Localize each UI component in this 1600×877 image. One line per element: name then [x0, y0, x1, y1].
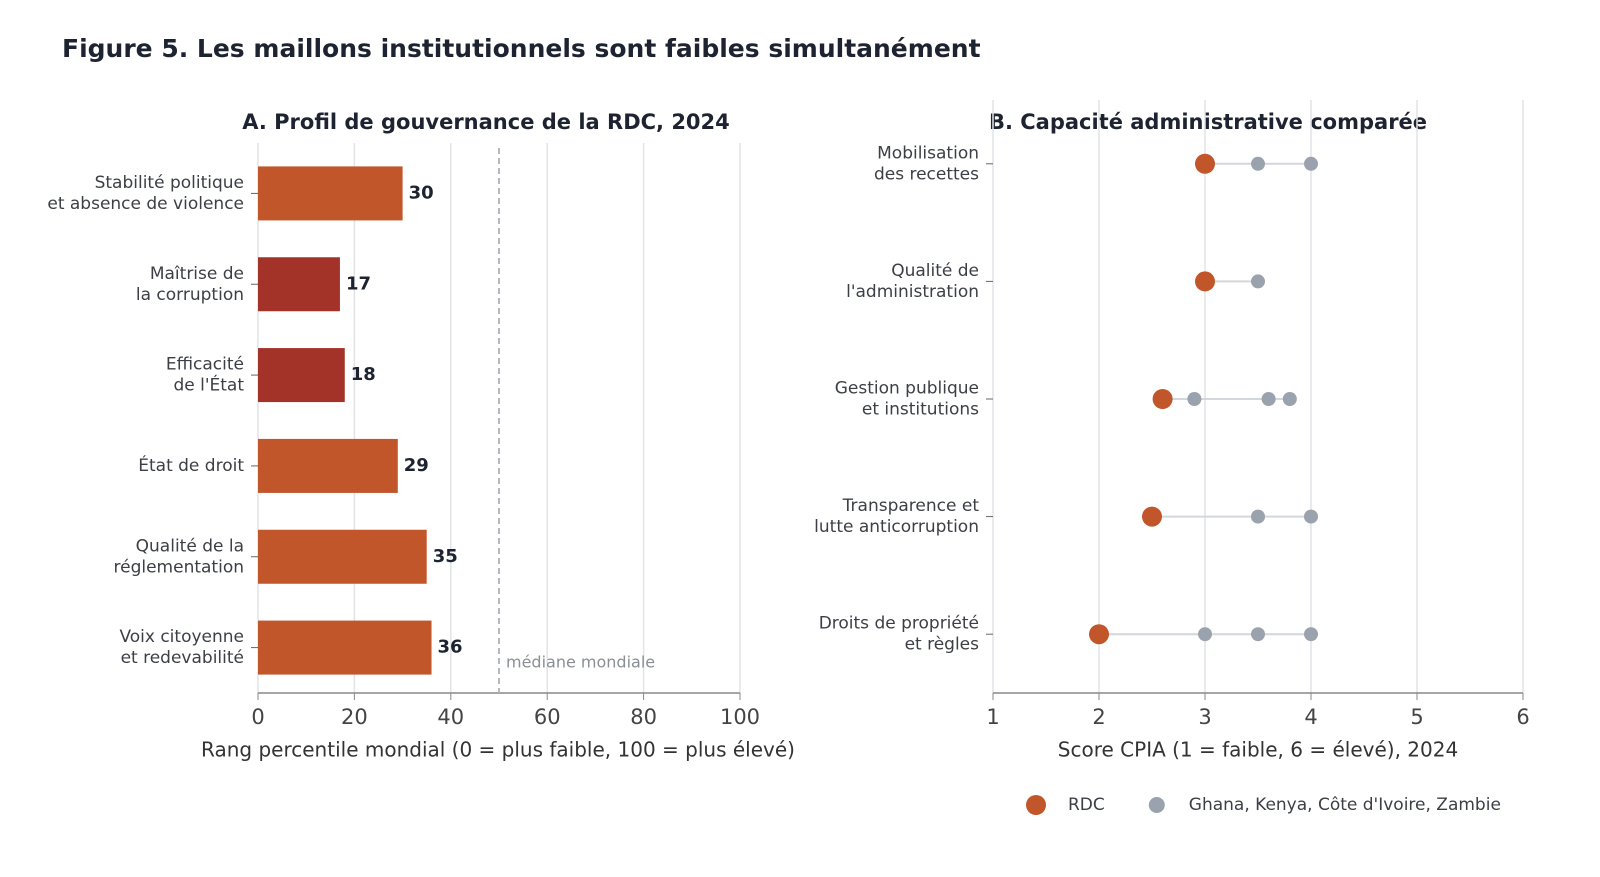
- x-tick-label: 40: [437, 705, 464, 729]
- category-label: Qualité de la réglementation: [114, 536, 245, 577]
- category-label: État de droit: [138, 454, 244, 476]
- dot: [1261, 392, 1276, 406]
- dot: [1282, 392, 1297, 406]
- dot: [1152, 389, 1173, 409]
- dot: [1304, 627, 1318, 642]
- x-tick-label: 3: [1198, 705, 1211, 729]
- value-label: 35: [433, 546, 458, 567]
- panel-title: A. Profil de gouvernance de la RDC, 2024: [242, 110, 730, 134]
- bar: [258, 438, 398, 493]
- dot: [1195, 153, 1215, 174]
- category-label: Stabilité politique et absence de violenc…: [47, 173, 244, 214]
- dot: [1251, 274, 1265, 289]
- category-label: Droits de propriété et règles: [819, 614, 979, 655]
- legend-label: Ghana, Kenya, Côte d'Ivoire, Zambie: [1189, 795, 1501, 815]
- x-tick-label: 6: [1516, 705, 1529, 729]
- bar: [258, 166, 403, 221]
- category-label: Maîtrise de la corruption: [136, 264, 244, 305]
- dot: [1251, 509, 1265, 524]
- dot: [1304, 509, 1318, 524]
- x-axis-label: Score CPIA (1 = faible, 6 = élevé), 2024: [1058, 738, 1458, 762]
- bar: [258, 348, 345, 403]
- dot: [1251, 156, 1265, 171]
- legend-marker: [1148, 797, 1165, 813]
- x-axis-label: Rang percentile mondial (0 = plus faible…: [201, 738, 795, 762]
- panel-title: B. Capacité administrative comparée: [989, 110, 1427, 134]
- dot: [1251, 627, 1265, 642]
- x-tick-label: 2: [1092, 705, 1105, 729]
- x-tick-label: 100: [720, 705, 760, 729]
- category-label: Voix citoyenne et redevabilité: [119, 627, 244, 668]
- value-label: 18: [351, 364, 376, 385]
- legend-marker: [1026, 795, 1046, 815]
- dot: [1142, 506, 1162, 527]
- bar: [258, 257, 340, 312]
- dot: [1304, 156, 1318, 171]
- x-tick-label: 80: [630, 705, 657, 729]
- x-tick-label: 20: [341, 705, 368, 729]
- category-label: Transparence et lutte anticorruption: [814, 496, 979, 537]
- x-tick-label: 60: [534, 705, 561, 729]
- category-label: Qualité de l'administration: [846, 261, 979, 302]
- dot: [1195, 271, 1215, 292]
- reference-label: médiane mondiale: [506, 653, 655, 672]
- value-label: 36: [438, 637, 463, 658]
- x-tick-label: 5: [1410, 705, 1423, 729]
- dot: [1198, 627, 1212, 642]
- value-label: 17: [346, 273, 371, 294]
- category-label: Mobilisation des recettes: [874, 143, 979, 184]
- value-label: 30: [409, 182, 434, 203]
- x-tick-label: 1: [986, 705, 999, 729]
- dot: [1089, 624, 1109, 645]
- x-tick-label: 4: [1304, 705, 1317, 729]
- category-label: Efficacité de l'État: [166, 355, 244, 396]
- bar: [258, 529, 427, 584]
- x-tick-label: 0: [251, 705, 264, 729]
- value-label: 29: [404, 455, 429, 476]
- legend-label: RDC: [1068, 795, 1105, 815]
- category-label: Gestion publique et institutions: [835, 379, 979, 420]
- figure-title: Figure 5. Les maillons institutionnels s…: [62, 34, 981, 63]
- dot: [1187, 392, 1202, 406]
- bar: [258, 620, 432, 675]
